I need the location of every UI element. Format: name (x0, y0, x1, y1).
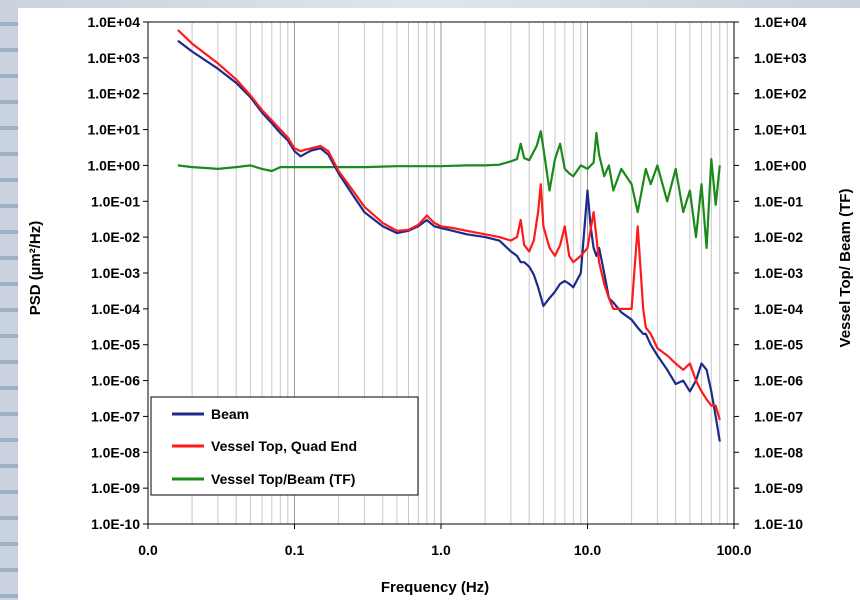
right-y-tick-label: 1.0E+02 (754, 86, 807, 102)
left-y-tick-label: 1.0E-01 (91, 193, 140, 209)
left-y-tick-label: 1.0E-09 (91, 480, 140, 496)
right-y-tick-label: 1.0E+04 (754, 14, 807, 30)
legend: Beam Vessel Top, Quad End Vessel Top/Bea… (150, 396, 419, 496)
right-y-tick-label: 1.0E-08 (754, 444, 803, 460)
x-tick-label: 10.0 (574, 542, 601, 558)
left-y-tick-label: 1.0E-04 (91, 301, 140, 317)
axis-ticks (143, 21, 739, 529)
right-y-tick-label: 1.0E-04 (754, 301, 803, 317)
left-y-tick-label: 1.0E-02 (91, 229, 140, 245)
left-y-tick-label: 1.0E-03 (91, 265, 140, 281)
series-layer (177, 29, 721, 442)
legend-label-vessel-top: Vessel Top, Quad End (211, 438, 357, 454)
background-stripe (0, 0, 18, 600)
right-y-tick-label: 1.0E+03 (754, 50, 807, 66)
x-tick-label: 0.1 (285, 542, 305, 558)
left-y-tick-label: 1.0E+01 (87, 122, 140, 138)
left-y-tick-label: 1.0E+00 (87, 157, 140, 173)
right-y-tick-label: 1.0E-09 (754, 480, 803, 496)
right-y-tick-label: 1.0E+00 (754, 157, 807, 173)
left-y-tick-label: 1.0E+04 (87, 14, 140, 30)
right-y-tick-label: 1.0E-06 (754, 373, 803, 389)
series-line-vessel-top (177, 29, 721, 421)
right-y-tick-label: 1.0E-03 (754, 265, 803, 281)
legend-label-tf: Vessel Top/Beam (TF) (211, 471, 355, 487)
right-y-tick-label: 1.0E-10 (754, 516, 803, 532)
left-y-tick-labels: 1.0E-10 1.0E-09 1.0E-08 1.0E-07 1.0E-06 1.0E-… (87, 14, 140, 532)
right-y-tick-label: 1.0E+01 (754, 122, 807, 138)
left-y-tick-label: 1.0E+02 (87, 86, 140, 102)
x-tick-label: 0.0 (138, 542, 158, 558)
series-line-beam (177, 39, 721, 442)
right-y-tick-label: 1.0E-05 (754, 337, 803, 353)
legend-label-beam: Beam (211, 406, 249, 422)
right-y-axis-title: Vessel Top/ Beam (TF) (837, 189, 854, 348)
x-tick-label: 100.0 (716, 542, 751, 558)
left-y-tick-label: 1.0E-07 (91, 408, 140, 424)
x-tick-labels: 0.0 0.1 1.0 10.0 100.0 (138, 542, 751, 558)
right-y-tick-label: 1.0E-01 (754, 193, 803, 209)
x-axis-title: Frequency (Hz) (381, 579, 489, 596)
right-y-tick-labels: 1.0E-10 1.0E-09 1.0E-08 1.0E-07 1.0E-06 1.0E-… (754, 14, 807, 532)
background-top-band (0, 0, 860, 8)
left-y-tick-label: 1.0E-08 (91, 444, 140, 460)
right-y-tick-label: 1.0E-07 (754, 408, 803, 424)
left-y-tick-label: 1.0E-06 (91, 373, 140, 389)
series-line-tf (177, 130, 721, 249)
x-tick-label: 1.0 (431, 542, 451, 558)
left-y-tick-label: 1.0E-05 (91, 337, 140, 353)
left-y-axis-title: PSD (µm²/Hz) (27, 221, 44, 315)
left-y-tick-label: 1.0E+03 (87, 50, 140, 66)
right-y-tick-label: 1.0E-02 (754, 229, 803, 245)
left-y-tick-label: 1.0E-10 (91, 516, 140, 532)
